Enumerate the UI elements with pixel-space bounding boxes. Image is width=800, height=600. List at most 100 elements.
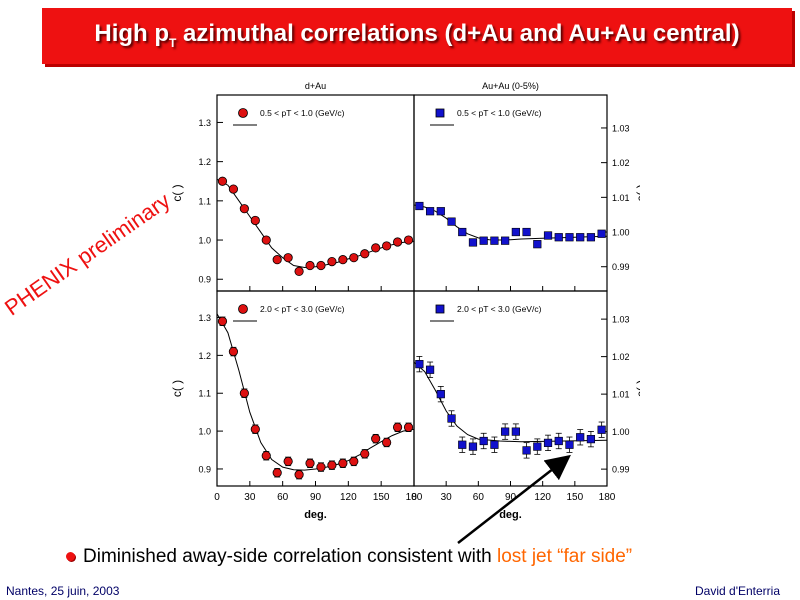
legend-marker: [238, 304, 248, 314]
x-tick-label: 180: [599, 492, 616, 503]
panel-frame: [413, 94, 608, 292]
legend-label: 0.5 < pT < 1.0 (GeV/c): [260, 108, 345, 118]
data-point: [327, 460, 337, 470]
y-tick-label: 1.3: [198, 313, 211, 323]
data-point: [436, 390, 445, 399]
data-point: [392, 237, 403, 247]
legend-label: 2.0 < pT < 3.0 (GeV/c): [457, 304, 542, 314]
y-tick-label: 1.2: [198, 157, 211, 167]
data-point: [479, 236, 488, 245]
data-point: [554, 233, 563, 242]
fit-curve: [216, 178, 415, 269]
data-point: [228, 346, 239, 357]
y-tick-label: 1.0: [198, 427, 211, 437]
y-tick-label: 1.00: [612, 228, 630, 238]
data-point: [294, 470, 304, 480]
y-tick-label: 0.99: [612, 465, 630, 475]
data-point: [338, 458, 348, 468]
x-tick-label: 90: [310, 492, 322, 503]
data-point: [261, 235, 271, 245]
data-point: [415, 201, 424, 211]
data-point: [283, 253, 293, 263]
data-point: [316, 462, 326, 472]
y-tick-label: 1.02: [612, 352, 630, 362]
data-point: [305, 458, 315, 468]
footer-author: David d'Enterria: [695, 584, 780, 598]
y-tick-label: 1.01: [612, 390, 630, 400]
x-tick-label: 0: [214, 492, 220, 503]
y-tick-label: 0.99: [612, 262, 630, 272]
data-point: [250, 424, 260, 434]
x-tick-label: 60: [277, 492, 289, 503]
column-title: Au+Au (0-5%): [482, 81, 539, 91]
data-point: [349, 253, 359, 263]
x-tick-label: 60: [473, 492, 485, 503]
panel-frame: [413, 290, 608, 487]
data-point: [436, 207, 445, 216]
x-tick-label: 90: [505, 492, 517, 503]
data-point: [586, 233, 596, 242]
bullet-point: Diminished away-side correlation consist…: [66, 546, 632, 568]
data-point: [272, 468, 282, 478]
data-point: [447, 414, 456, 423]
footer-location-date: Nantes, 25 juin, 2003: [6, 584, 120, 598]
x-tick-label: 120: [340, 492, 357, 503]
y-tick-label: 1.1: [198, 196, 211, 206]
x-tick-label: 30: [441, 492, 453, 503]
x-axis-label: deg.: [304, 509, 327, 521]
data-point: [327, 257, 337, 267]
x-axis-label: deg.: [499, 509, 522, 521]
data-point: [511, 427, 520, 436]
y-tick-label: 1.03: [612, 123, 630, 133]
legend-label: 2.0 < pT < 3.0 (GeV/c): [260, 304, 345, 314]
data-point: [522, 446, 531, 455]
data-point: [565, 233, 574, 242]
y-tick-label: 0.9: [198, 464, 211, 474]
data-point: [349, 456, 359, 466]
y-tick-label: 1.01: [612, 193, 630, 203]
data-point: [217, 316, 228, 326]
x-tick-label: 30: [244, 492, 256, 503]
data-point: [543, 438, 553, 447]
data-point: [586, 435, 596, 444]
bullet-icon: [66, 552, 75, 562]
data-point: [501, 236, 510, 245]
panel-frame: [216, 290, 415, 487]
phenix-preliminary-watermark: PHENIX preliminary: [0, 187, 175, 321]
data-point: [501, 427, 510, 436]
slide-title: High pT azimuthal correlations (d+Au and…: [94, 20, 740, 50]
title-bar: High pT azimuthal correlations (d+Au and…: [42, 8, 792, 64]
legend-marker: [435, 304, 445, 314]
panel-bottom-left: 0.9 1.0 1.1 1.2 1.3 0 30 60 90 120 150 180 c( ) deg.…: [170, 290, 423, 521]
panel-top-right: 0.99 1.00 1.01 1.02 1.03 Au+Au (0-5%) c( ) 0.5 …: [413, 81, 640, 292]
data-point: [597, 425, 606, 434]
correlation-plot: 0.9 1.0 1.1 1.2 1.3 d+Au c( ) 0.5 < pT < 1.0 (G…: [170, 81, 640, 521]
data-point: [392, 422, 403, 432]
legend-label: 0.5 < pT < 1.0 (GeV/c): [457, 108, 542, 118]
data-point: [490, 236, 499, 245]
data-point: [490, 440, 499, 449]
data-point: [294, 266, 304, 276]
data-point: [447, 217, 456, 226]
y-axis-label: c( ): [634, 380, 640, 397]
y-tick-label: 1.3: [198, 118, 211, 128]
panel-top-left: 0.9 1.0 1.1 1.2 1.3 d+Au c( ) 0.5 < pT < 1.0 (G…: [170, 81, 415, 292]
data-point: [458, 227, 467, 237]
data-point: [425, 365, 435, 374]
data-point: [576, 233, 585, 242]
data-point: [403, 422, 414, 432]
data-point: [597, 229, 606, 238]
panel-frame: [216, 94, 415, 292]
y-axis-label: c( ): [170, 184, 184, 201]
data-point: [522, 227, 531, 237]
data-point: [283, 456, 293, 466]
y-tick-label: 1.02: [612, 158, 630, 168]
y-axis-label: c( ): [170, 380, 184, 397]
data-point: [338, 255, 348, 265]
data-point: [468, 442, 478, 451]
data-point: [415, 360, 424, 369]
data-point: [565, 440, 574, 449]
y-tick-label: 1.00: [612, 427, 630, 437]
y-tick-label: 1.1: [198, 389, 211, 399]
data-point: [272, 255, 282, 265]
